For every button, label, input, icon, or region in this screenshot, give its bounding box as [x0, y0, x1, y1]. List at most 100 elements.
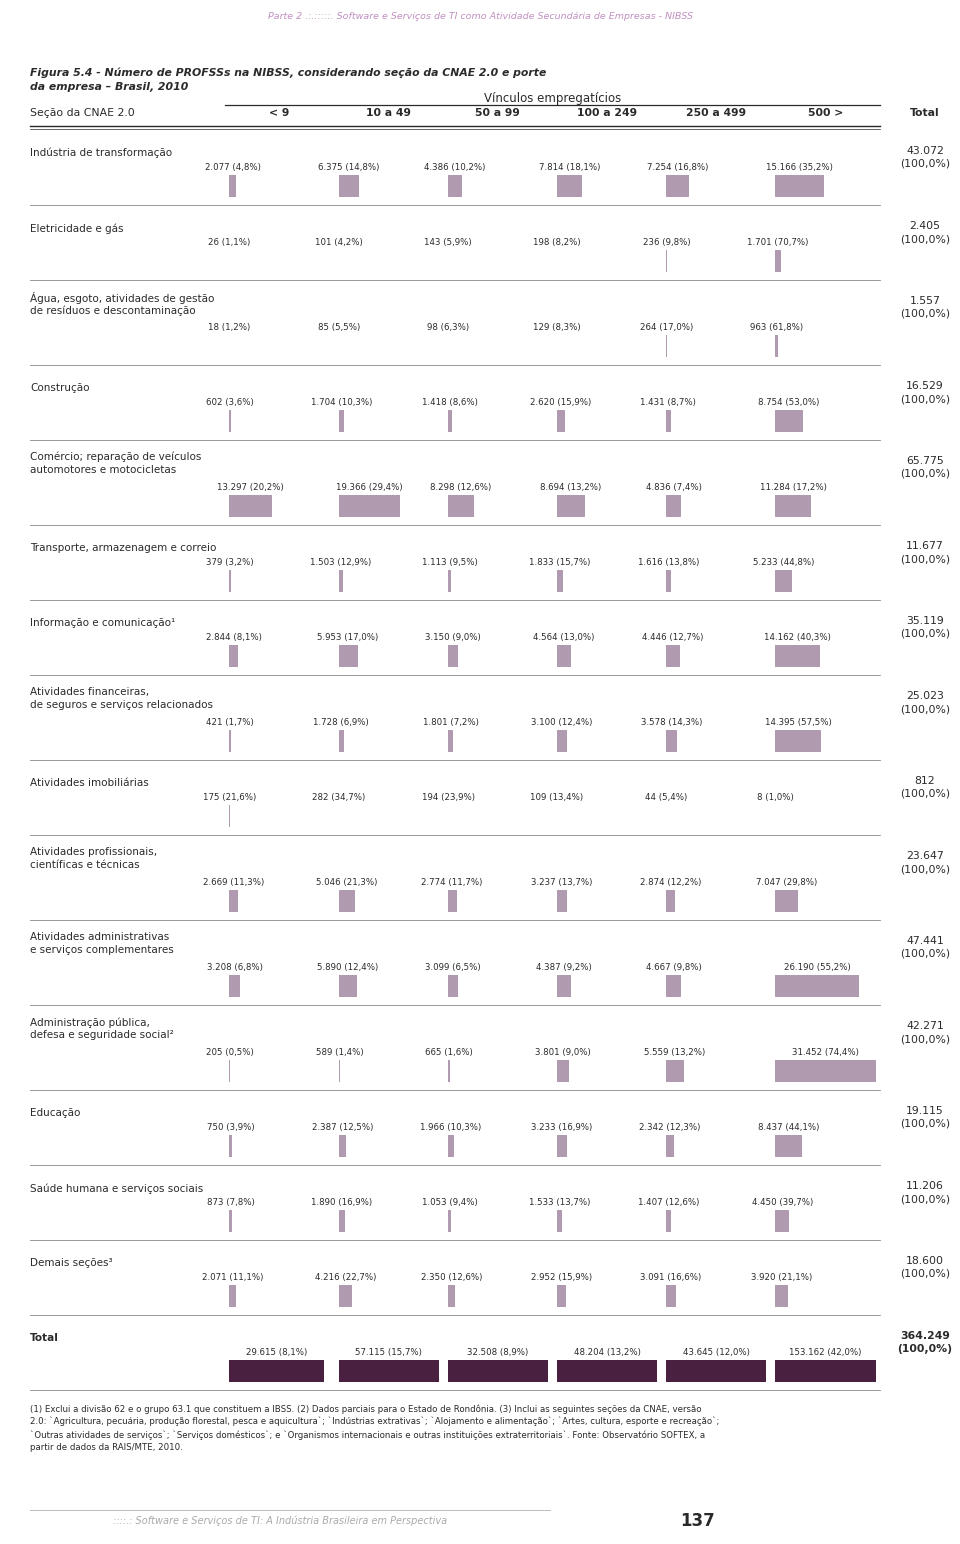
Bar: [447, 645, 458, 667]
Text: Transporte, armazenagem e correio: Transporte, armazenagem e correio: [30, 543, 216, 553]
Text: 32.508 (8,9%): 32.508 (8,9%): [468, 1348, 529, 1357]
Text: 873 (7,8%): 873 (7,8%): [207, 1198, 254, 1207]
Text: defesa e seguridade social²: defesa e seguridade social²: [30, 1030, 174, 1041]
Text: 100 a 249: 100 a 249: [577, 108, 637, 117]
Text: (100,0%): (100,0%): [900, 1034, 950, 1044]
Bar: [229, 974, 240, 997]
Text: 2.669 (11,3%): 2.669 (11,3%): [203, 879, 264, 886]
Bar: [557, 174, 582, 198]
Text: 500 >: 500 >: [807, 108, 843, 117]
Text: 3.801 (9,0%): 3.801 (9,0%): [535, 1048, 590, 1058]
Bar: [339, 889, 354, 913]
Bar: [229, 1285, 236, 1308]
Text: automotores e motocicletas: automotores e motocicletas: [30, 465, 177, 476]
Bar: [229, 1210, 232, 1232]
Bar: [557, 1285, 566, 1308]
Bar: [666, 1360, 766, 1382]
Text: 282 (34,7%): 282 (34,7%): [312, 794, 366, 801]
Text: 2.342 (12,3%): 2.342 (12,3%): [639, 1122, 701, 1132]
Text: 963 (61,8%): 963 (61,8%): [750, 323, 804, 332]
Text: Figura 5.4 - Número de PROFSSs na NIBSS, considerando seção da CNAE 2.0 e porte: Figura 5.4 - Número de PROFSSs na NIBSS,…: [30, 68, 546, 79]
Bar: [666, 889, 675, 913]
Bar: [339, 1360, 439, 1382]
Text: 589 (1,4%): 589 (1,4%): [316, 1048, 363, 1058]
Bar: [557, 645, 571, 667]
Text: Seção da CNAE 2.0: Seção da CNAE 2.0: [30, 108, 134, 117]
Text: Parte 2 .:.:::::. Software e Serviços de TI como Atividade Secundária de Empresa: Parte 2 .:.:::::. Software e Serviços de…: [268, 12, 692, 22]
Text: Total: Total: [910, 108, 940, 117]
Bar: [776, 1285, 788, 1308]
Text: 25.023: 25.023: [906, 692, 944, 701]
Bar: [339, 974, 357, 997]
Bar: [229, 1135, 231, 1156]
Bar: [339, 496, 400, 517]
Text: 194 (23,9%): 194 (23,9%): [421, 794, 474, 801]
Bar: [229, 174, 236, 198]
Text: Total: Total: [30, 1332, 59, 1343]
Bar: [666, 1135, 674, 1156]
Text: 665 (1,6%): 665 (1,6%): [425, 1048, 472, 1058]
Text: 5.890 (12,4%): 5.890 (12,4%): [318, 963, 378, 973]
Text: 2.071 (11,1%): 2.071 (11,1%): [202, 1272, 263, 1282]
Bar: [447, 1061, 450, 1082]
Text: 1.728 (6,9%): 1.728 (6,9%): [313, 718, 370, 727]
Text: 2.620 (15,9%): 2.620 (15,9%): [531, 398, 591, 408]
Text: 29.615 (8,1%): 29.615 (8,1%): [246, 1348, 307, 1357]
Text: 1.503 (12,9%): 1.503 (12,9%): [310, 557, 372, 567]
Bar: [339, 1061, 341, 1082]
Text: 8 (1,0%): 8 (1,0%): [756, 794, 794, 801]
Text: (100,0%): (100,0%): [900, 159, 950, 168]
Bar: [557, 570, 563, 591]
Bar: [666, 1210, 670, 1232]
Bar: [666, 411, 671, 432]
Bar: [447, 1210, 451, 1232]
Text: Vínculos empregatícios: Vínculos empregatícios: [484, 93, 621, 105]
Bar: [776, 250, 780, 272]
Text: 364.249: 364.249: [900, 1331, 950, 1342]
Text: 13.297 (20,2%): 13.297 (20,2%): [217, 483, 284, 493]
Text: 3.208 (6,8%): 3.208 (6,8%): [206, 963, 262, 973]
Bar: [447, 570, 451, 591]
Bar: [557, 1360, 658, 1382]
Text: 1.053 (9,4%): 1.053 (9,4%): [421, 1198, 477, 1207]
Bar: [776, 1210, 789, 1232]
Text: Demais seções³: Demais seções³: [30, 1258, 112, 1268]
Bar: [776, 1135, 803, 1156]
Bar: [776, 645, 821, 667]
Bar: [447, 174, 462, 198]
Text: 11.284 (17,2%): 11.284 (17,2%): [759, 483, 827, 493]
Bar: [229, 1360, 324, 1382]
Text: 1.966 (10,3%): 1.966 (10,3%): [420, 1122, 482, 1132]
Text: da empresa – Brasil, 2010: da empresa – Brasil, 2010: [30, 82, 188, 93]
Text: 1.533 (13,7%): 1.533 (13,7%): [529, 1198, 590, 1207]
Bar: [447, 496, 474, 517]
Text: 1.801 (7,2%): 1.801 (7,2%): [422, 718, 478, 727]
Text: Comércio; reparação de veículos: Comércio; reparação de veículos: [30, 452, 202, 463]
Text: 50 a 99: 50 a 99: [475, 108, 520, 117]
Text: partir de dados da RAIS/MTE, 2010.: partir de dados da RAIS/MTE, 2010.: [30, 1444, 182, 1451]
Text: ::::.: Software e Serviços de TI: A Indústria Brasileira em Perspectiva: ::::.: Software e Serviços de TI: A Indú…: [113, 1516, 447, 1527]
Bar: [229, 889, 238, 913]
Text: 3.233 (16,9%): 3.233 (16,9%): [532, 1122, 592, 1132]
Bar: [557, 974, 571, 997]
Text: 2.844 (8,1%): 2.844 (8,1%): [206, 633, 262, 642]
Bar: [557, 1135, 567, 1156]
Text: Eletricidade e gás: Eletricidade e gás: [30, 222, 124, 233]
Text: 205 (0,5%): 205 (0,5%): [205, 1048, 253, 1058]
Text: 4.216 (22,7%): 4.216 (22,7%): [315, 1272, 376, 1282]
Bar: [229, 730, 230, 752]
Text: 18.600: 18.600: [906, 1255, 944, 1266]
Text: 2.774 (11,7%): 2.774 (11,7%): [421, 879, 483, 886]
Text: 44 (5,4%): 44 (5,4%): [645, 794, 687, 801]
Text: 1.407 (12,6%): 1.407 (12,6%): [637, 1198, 699, 1207]
Text: 26 (1,1%): 26 (1,1%): [208, 238, 251, 247]
Text: 43.072: 43.072: [906, 147, 944, 156]
Text: 2.952 (15,9%): 2.952 (15,9%): [531, 1272, 592, 1282]
Bar: [339, 570, 344, 591]
Bar: [229, 570, 230, 591]
Bar: [339, 174, 359, 198]
Text: 3.150 (9,0%): 3.150 (9,0%): [425, 633, 481, 642]
Bar: [447, 1360, 548, 1382]
Text: 10 a 49: 10 a 49: [367, 108, 411, 117]
Text: 8.437 (44,1%): 8.437 (44,1%): [758, 1122, 819, 1132]
